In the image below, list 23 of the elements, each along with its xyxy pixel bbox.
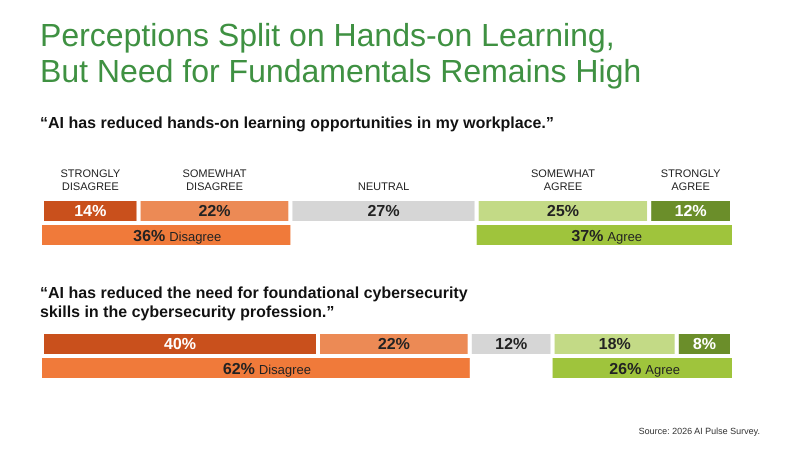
series-label: SOMEWHAT DISAGREE	[182, 168, 247, 193]
text: 36% Disagree	[133, 228, 222, 245]
chart-title: “AI has reduced the need for foundational cybersecurity skills in the cybersecurity profession.”	[40, 285, 468, 321]
data-label: 12%	[674, 203, 707, 220]
data-label: 18%	[598, 336, 631, 353]
text: 37% Agree	[571, 228, 642, 245]
data-label: 22%	[198, 203, 231, 220]
series-label: STRONGLY DISAGREE	[60, 168, 121, 193]
data-label: 40%	[164, 336, 196, 353]
data-label: 8%	[692, 336, 716, 353]
text: 62% Disagree	[222, 361, 311, 378]
data-label: 12%	[495, 336, 528, 353]
chart-subtitle: “AI has reduced hands-on learning opportunities in my workplace.”	[40, 115, 554, 132]
data-label: 27%	[368, 203, 400, 220]
series-label: STRONGLY AGREE	[660, 168, 722, 193]
data-label: 22%	[378, 336, 410, 353]
chart-title: Perceptions Split on Hands-on Learning, But Need for Fundamentals Remains High	[40, 17, 642, 89]
data-label: 25%	[546, 203, 579, 220]
source-note: Source: 2026 AI Pulse Survey.	[638, 426, 760, 436]
data-label: 14%	[74, 203, 106, 220]
series-label: SOMEWHAT AGREE	[530, 168, 596, 193]
series-label: NEUTRAL	[358, 181, 410, 193]
text: 26% Agree	[609, 361, 680, 378]
